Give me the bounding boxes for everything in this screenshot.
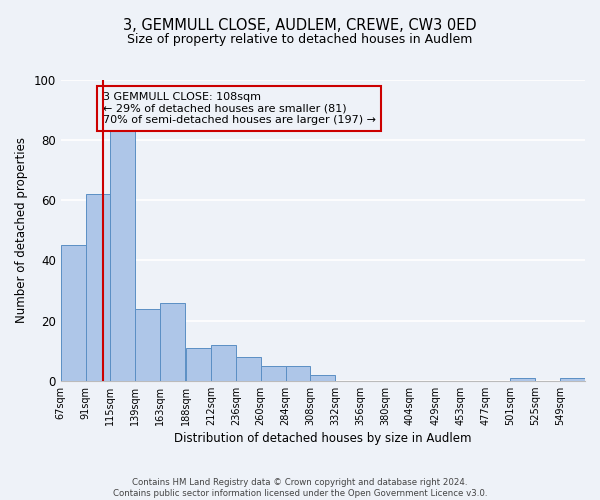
Bar — [160, 302, 185, 380]
Text: 3, GEMMULL CLOSE, AUDLEM, CREWE, CW3 0ED: 3, GEMMULL CLOSE, AUDLEM, CREWE, CW3 0ED — [123, 18, 477, 32]
Bar — [286, 366, 310, 380]
Bar — [511, 378, 535, 380]
Bar — [211, 344, 236, 380]
Text: Contains HM Land Registry data © Crown copyright and database right 2024.
Contai: Contains HM Land Registry data © Crown c… — [113, 478, 487, 498]
X-axis label: Distribution of detached houses by size in Audlem: Distribution of detached houses by size … — [174, 432, 472, 445]
Bar — [560, 378, 585, 380]
Bar — [236, 356, 260, 380]
Bar — [135, 308, 160, 380]
Bar — [310, 374, 335, 380]
Text: 3 GEMMULL CLOSE: 108sqm
← 29% of detached houses are smaller (81)
70% of semi-de: 3 GEMMULL CLOSE: 108sqm ← 29% of detache… — [103, 92, 376, 125]
Bar — [110, 125, 135, 380]
Text: Size of property relative to detached houses in Audlem: Size of property relative to detached ho… — [127, 32, 473, 46]
Y-axis label: Number of detached properties: Number of detached properties — [15, 138, 28, 324]
Bar — [186, 348, 211, 380]
Bar — [260, 366, 286, 380]
Bar — [86, 194, 110, 380]
Bar — [61, 246, 86, 380]
